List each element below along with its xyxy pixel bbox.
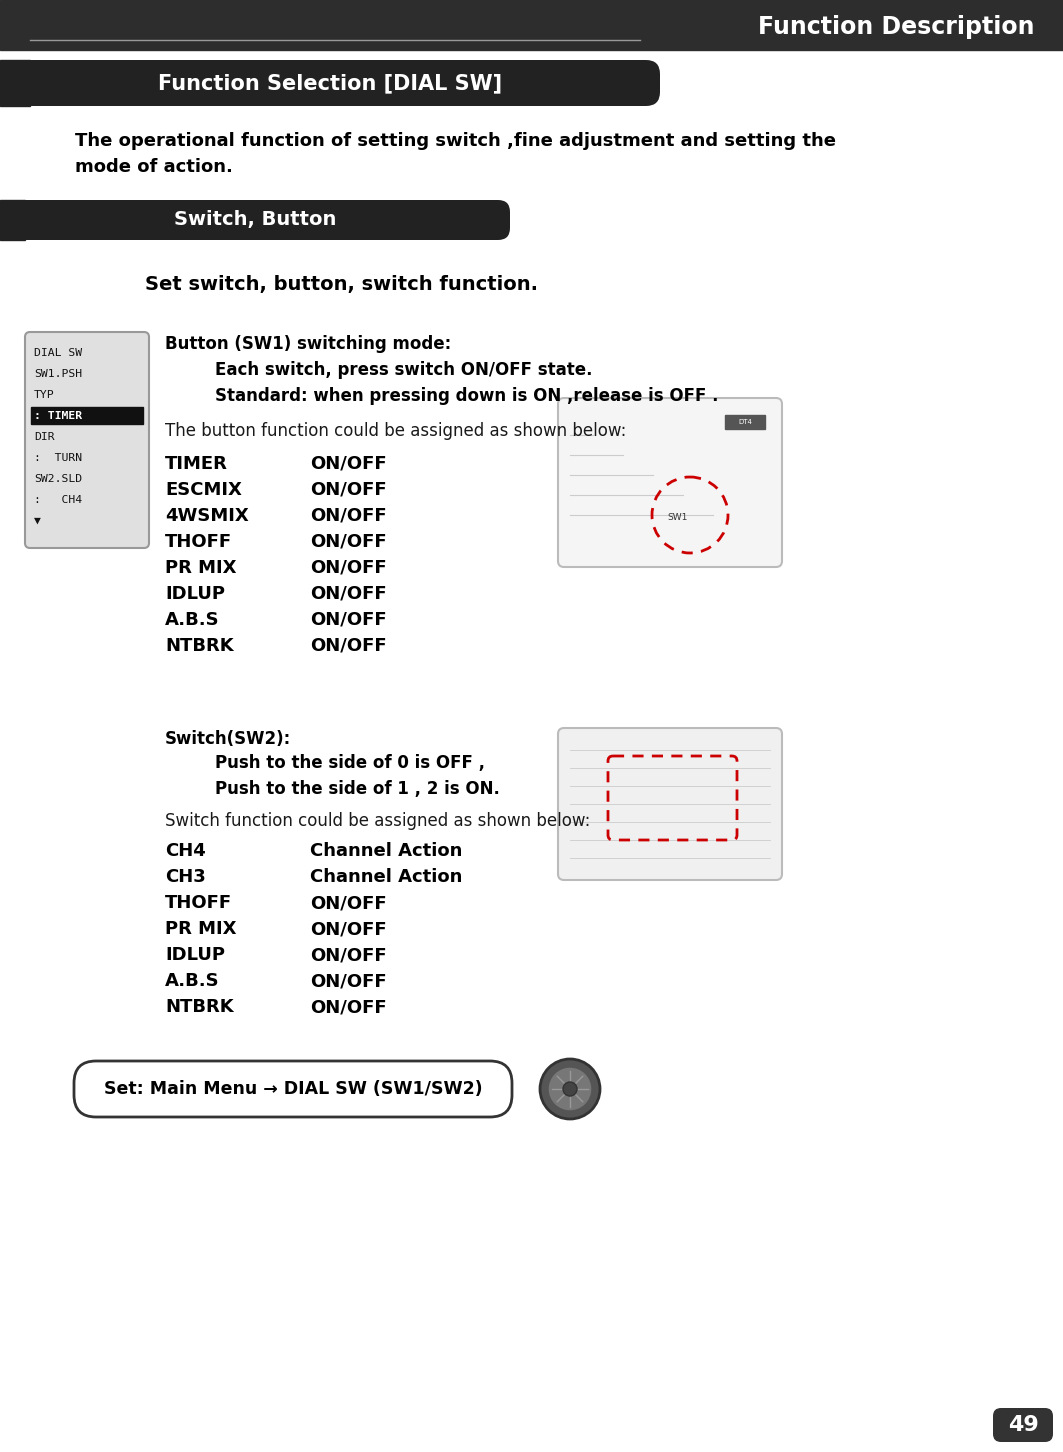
Text: TYP: TYP [34, 391, 54, 399]
Text: Switch function could be assigned as shown below:: Switch function could be assigned as sho… [165, 812, 590, 831]
Bar [0, 200, 26, 240]
Text: 4WSMIX: 4WSMIX [165, 507, 249, 526]
Text: mode of action.: mode of action. [75, 158, 233, 176]
Text: Each switch, press switch ON/OFF state.: Each switch, press switch ON/OFF state. [215, 362, 592, 379]
Text: 49: 49 [1008, 1416, 1039, 1435]
Text: PR MIX: PR MIX [165, 559, 236, 576]
Text: DT4: DT4 [738, 420, 752, 425]
Text: Set: Main Menu → DIAL SW (SW1/SW2): Set: Main Menu → DIAL SW (SW1/SW2) [104, 1080, 483, 1098]
Text: ON/OFF: ON/OFF [310, 585, 387, 603]
Circle shape [563, 1082, 577, 1096]
Text: IDLUP: IDLUP [165, 585, 225, 603]
Bar [0, 0, 1063, 49]
Text: SW2.SLD: SW2.SLD [34, 473, 82, 484]
Text: Channel Action: Channel Action [310, 842, 462, 860]
Text: ON/OFF: ON/OFF [310, 971, 387, 990]
Circle shape [549, 1067, 592, 1111]
Text: NTBRK: NTBRK [165, 637, 234, 655]
FancyBboxPatch shape [993, 1408, 1053, 1442]
Text: ON/OFF: ON/OFF [310, 481, 387, 499]
Text: ON/OFF: ON/OFF [310, 507, 387, 526]
Text: The operational function of setting switch ,fine adjustment and setting the: The operational function of setting swit… [75, 132, 836, 150]
FancyBboxPatch shape [558, 727, 782, 880]
Text: Channel Action: Channel Action [310, 868, 462, 886]
Bar [0, 60, 30, 106]
Text: ON/OFF: ON/OFF [310, 921, 387, 938]
Text: :  TURN: : TURN [34, 453, 82, 463]
Text: DIR: DIR [34, 433, 54, 441]
Text: Switch(SW2):: Switch(SW2): [165, 730, 291, 748]
Text: :   CH4: : CH4 [34, 495, 82, 505]
Text: ON/OFF: ON/OFF [310, 998, 387, 1016]
Text: PR MIX: PR MIX [165, 921, 236, 938]
Circle shape [540, 1059, 600, 1119]
Bar [725, 415, 765, 428]
Text: ON/OFF: ON/OFF [310, 454, 387, 473]
Text: SW1: SW1 [668, 514, 688, 523]
Text: Button (SW1) switching mode:: Button (SW1) switching mode: [165, 335, 452, 353]
Text: Function Description: Function Description [759, 15, 1035, 39]
FancyBboxPatch shape [0, 60, 660, 106]
FancyBboxPatch shape [74, 1061, 512, 1117]
Text: : TIMER: : TIMER [34, 411, 82, 421]
FancyBboxPatch shape [558, 398, 782, 566]
Text: THOFF: THOFF [165, 533, 232, 550]
FancyBboxPatch shape [0, 200, 510, 240]
Text: Standard: when pressing down is ON ,release is OFF .: Standard: when pressing down is ON ,rele… [215, 388, 719, 405]
Text: Set switch, button, switch function.: Set switch, button, switch function. [145, 274, 538, 293]
Text: SW1.PSH: SW1.PSH [34, 369, 82, 379]
Text: ON/OFF: ON/OFF [310, 533, 387, 550]
Text: ▼: ▼ [34, 515, 40, 526]
Text: IDLUP: IDLUP [165, 947, 225, 964]
Bar [31, 407, 144, 424]
Text: A.B.S: A.B.S [165, 611, 220, 629]
Text: TIMER: TIMER [165, 454, 227, 473]
Text: ON/OFF: ON/OFF [310, 559, 387, 576]
Text: Function Selection [DIAL SW]: Function Selection [DIAL SW] [158, 73, 502, 93]
Text: Switch, Button: Switch, Button [174, 211, 336, 229]
Text: ON/OFF: ON/OFF [310, 894, 387, 912]
Text: Push to the side of 1 , 2 is ON.: Push to the side of 1 , 2 is ON. [215, 780, 500, 799]
Text: CH4: CH4 [165, 842, 206, 860]
Text: DIAL SW: DIAL SW [34, 348, 82, 359]
Text: THOFF: THOFF [165, 894, 232, 912]
Text: ESCMIX: ESCMIX [165, 481, 242, 499]
Text: ON/OFF: ON/OFF [310, 611, 387, 629]
Text: Push to the side of 0 is OFF ,: Push to the side of 0 is OFF , [215, 754, 485, 772]
FancyBboxPatch shape [26, 333, 149, 547]
Text: NTBRK: NTBRK [165, 998, 234, 1016]
Text: CH3: CH3 [165, 868, 206, 886]
Text: A.B.S: A.B.S [165, 971, 220, 990]
Text: The button function could be assigned as shown below:: The button function could be assigned as… [165, 423, 626, 440]
Text: ON/OFF: ON/OFF [310, 947, 387, 964]
Text: ON/OFF: ON/OFF [310, 637, 387, 655]
